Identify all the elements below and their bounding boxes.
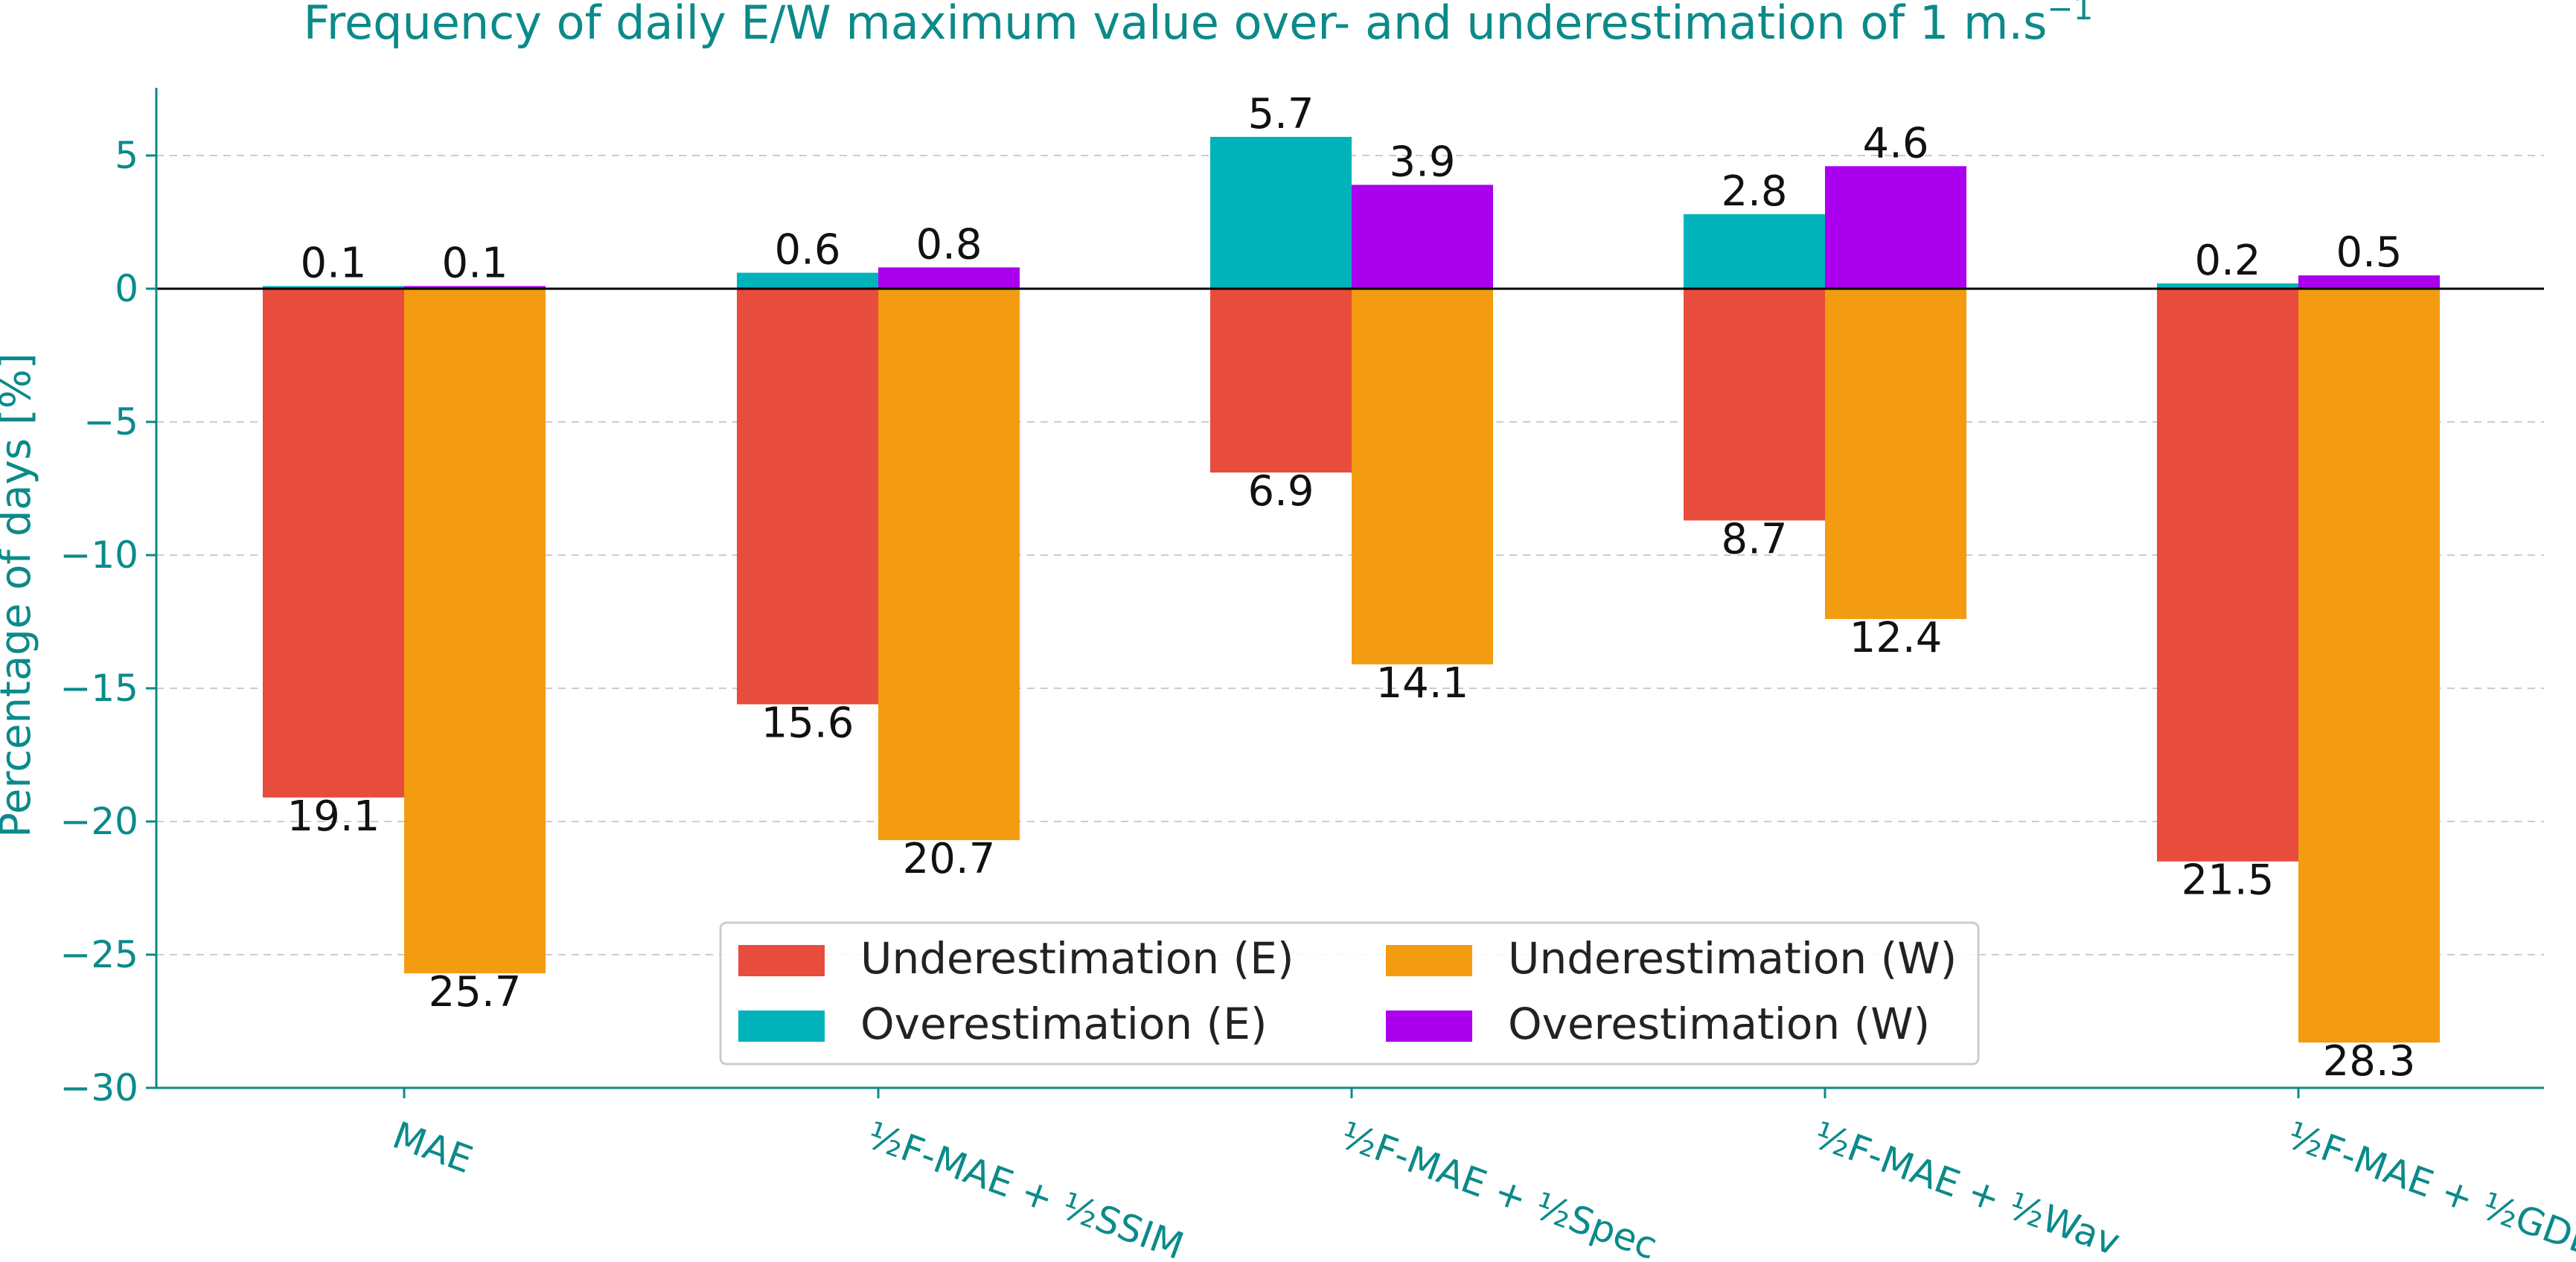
bar: [878, 267, 1020, 289]
x-tick-label-group: ½F-MAE + ½SSIM: [861, 1113, 1189, 1262]
legend-label: Underestimation (E): [860, 933, 1294, 984]
bars: [263, 136, 2440, 1043]
x-tick-label: MAE: [387, 1113, 478, 1182]
legend: Underestimation (E) Overestimation (E) Und…: [719, 921, 1980, 1066]
data-label: 6.9: [1247, 467, 1314, 516]
data-label: 15.6: [761, 699, 854, 747]
y-tick-label: −20: [60, 800, 138, 843]
y-tick-label: −30: [60, 1066, 138, 1109]
bar: [404, 289, 546, 974]
y-tick-label: −25: [60, 933, 138, 976]
x-tick-label: ½F-MAE + ½SSIM: [861, 1113, 1189, 1258]
data-label: 28.3: [2323, 1037, 2416, 1086]
data-label: 0.1: [441, 239, 508, 287]
x-tick-label: ½F-MAE + ½Wav: [1808, 1113, 2126, 1258]
data-label: 0.5: [2336, 228, 2402, 277]
data-label: 19.1: [287, 792, 380, 841]
data-label: 5.7: [1247, 90, 1314, 138]
data-label: 2.8: [1721, 167, 1787, 216]
bar: [2298, 275, 2440, 289]
bar: [263, 289, 404, 798]
data-label: 3.9: [1389, 138, 1455, 186]
x-tick-label-group: ½F-MAE + ½GDL: [2281, 1113, 2576, 1262]
data-label: 25.7: [429, 968, 522, 1016]
legend-label: Overestimation (W): [1508, 999, 1930, 1049]
y-tick-label: 0: [115, 267, 138, 310]
data-label: 12.4: [1850, 614, 1943, 662]
bar: [1684, 289, 1825, 521]
y-tick-label: −15: [60, 667, 138, 710]
bar: [1210, 136, 1352, 289]
chart-title-superscript: −1: [2047, 0, 2093, 27]
data-label: 14.1: [1376, 659, 1469, 708]
data-label: 0.6: [774, 226, 840, 275]
x-tick-label: ½F-MAE + ½GDL: [2281, 1113, 2576, 1258]
legend-swatch: [1386, 1010, 1472, 1042]
y-tick-label: −10: [60, 534, 138, 577]
bar: [404, 286, 546, 289]
bar: [1684, 214, 1825, 289]
legend-label: Overestimation (E): [860, 999, 1267, 1049]
bar: [263, 286, 404, 289]
legend-label: Underestimation (W): [1508, 933, 1957, 984]
chart-title: Frequency of daily E/W maximum value ove…: [304, 0, 2094, 50]
y-axis-label: Percentage of days [%]: [0, 353, 40, 838]
bar: [2157, 289, 2298, 862]
bar: [737, 272, 878, 289]
bar: [1352, 185, 1493, 289]
bar: [1352, 289, 1493, 664]
bar: [878, 289, 1020, 841]
data-label: 21.5: [2182, 856, 2275, 905]
bar: [2298, 289, 2440, 1043]
legend-swatch: [738, 945, 825, 976]
y-tick-label: −5: [83, 400, 138, 443]
bar: [1210, 289, 1352, 473]
data-label: 0.1: [300, 239, 366, 287]
legend-swatch: [738, 1010, 825, 1042]
bar: [1825, 166, 1966, 289]
x-tick-label: ½F-MAE + ½Spec: [1335, 1113, 1663, 1258]
chart-title-main: Frequency of daily E/W maximum value ove…: [304, 0, 2048, 50]
data-label: 8.7: [1721, 515, 1787, 563]
data-labels: 19.1 15.6 6.9 8.7 21.5 0.1 0.6 5.7 2.8 0.2 25.7 20.…: [287, 90, 2416, 1086]
data-label: 20.7: [903, 835, 996, 883]
bar: [1825, 289, 1966, 619]
x-tick-label-group: ½F-MAE + ½Wav: [1808, 1113, 2126, 1262]
data-label: 4.6: [1862, 119, 1928, 167]
y-tick-label: 5: [115, 134, 138, 177]
data-label: 0.2: [2194, 237, 2260, 285]
x-tick-label-group: ½F-MAE + ½Spec: [1335, 1113, 1663, 1262]
bar: [737, 289, 878, 705]
x-tick-label-group: MAE: [387, 1113, 478, 1182]
legend-swatch: [1386, 945, 1472, 976]
data-label: 0.8: [915, 220, 982, 269]
bar: [2157, 283, 2298, 289]
legend-box: [719, 921, 1980, 1066]
